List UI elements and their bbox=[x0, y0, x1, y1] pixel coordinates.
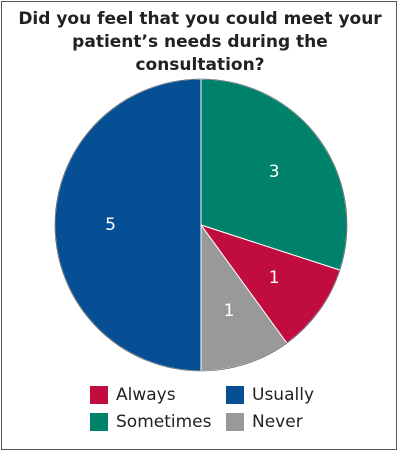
legend-swatch-never bbox=[226, 413, 244, 431]
chart-title: Did you feel that you could meet your pa… bbox=[10, 8, 390, 77]
pie-label-sometimes: 3 bbox=[269, 162, 280, 182]
legend-item-never: Never bbox=[226, 411, 336, 433]
legend-label-never: Never bbox=[252, 412, 303, 432]
legend-swatch-always bbox=[90, 386, 108, 404]
pie-data-labels: 3 1 1 5 bbox=[105, 162, 280, 321]
pie-slices bbox=[54, 78, 348, 372]
legend-label-sometimes: Sometimes bbox=[116, 412, 212, 432]
pie-label-usually: 5 bbox=[105, 215, 116, 235]
legend-item-sometimes: Sometimes bbox=[90, 411, 226, 433]
legend-item-usually: Usually bbox=[226, 384, 336, 406]
legend-swatch-sometimes bbox=[90, 413, 108, 431]
chart-legend: Always Usually Sometimes Never bbox=[90, 384, 340, 433]
pie-label-always: 1 bbox=[269, 268, 280, 288]
chart-title-line-2: patient’s needs during the consultation? bbox=[72, 32, 328, 75]
pie-slice-usually bbox=[54, 78, 202, 372]
legend-label-always: Always bbox=[116, 385, 176, 405]
pie-label-never: 1 bbox=[224, 301, 235, 321]
legend-item-always: Always bbox=[90, 384, 226, 406]
legend-label-usually: Usually bbox=[252, 385, 314, 405]
legend-swatch-usually bbox=[226, 386, 244, 404]
chart-title-line-1: Did you feel that you could meet your bbox=[18, 9, 382, 29]
pie-outline bbox=[54, 78, 348, 372]
